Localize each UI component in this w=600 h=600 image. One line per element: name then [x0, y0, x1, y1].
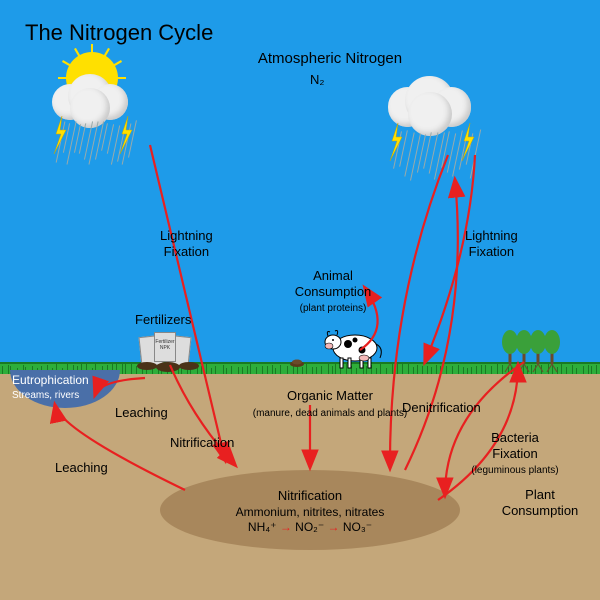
- diagram-title: The Nitrogen Cycle: [25, 20, 213, 46]
- leaching-top-label: Leaching: [115, 405, 168, 421]
- txt: Nitrification: [278, 488, 342, 503]
- diagram-root: The Nitrogen Cycle Atmospheric Nitrogen …: [0, 0, 600, 600]
- txt: Streams, rivers: [12, 390, 79, 401]
- atmospheric-n-label: Atmospheric Nitrogen: [230, 50, 430, 68]
- txt: Organic Matter: [287, 388, 373, 403]
- lightning-left-label: Lightning Fixation: [160, 228, 213, 259]
- pool-text: Nitrification Ammonium, nitrites, nitrat…: [210, 488, 410, 535]
- plant-cons-label: Plant Consumption: [490, 487, 590, 518]
- txt: Ammonium, nitrites, nitrates: [236, 505, 385, 519]
- leaching-bottom-label: Leaching: [55, 460, 108, 476]
- nitrification-arrow-label: Nitrification: [170, 435, 234, 451]
- bacteria-label: Bacteria Fixation (leguminous plants): [460, 430, 570, 477]
- trees-icon: [498, 316, 568, 374]
- n2-label: N₂: [310, 72, 324, 88]
- txt: Bacteria Fixation: [491, 430, 539, 461]
- lightning-right-label: Lightning Fixation: [465, 228, 518, 259]
- txt: (plant proteins): [300, 303, 367, 314]
- txt: Animal Consumption: [295, 268, 372, 299]
- txt: (manure, dead animals and plants): [253, 408, 408, 419]
- animal-label: Animal Consumption (plant proteins): [278, 268, 388, 315]
- fert-npk: NPK: [155, 345, 175, 351]
- fertilizers-label: Fertilizers: [135, 312, 191, 328]
- cloud-left-icon: [50, 80, 140, 130]
- organic-label: Organic Matter (manure, dead animals and…: [240, 388, 420, 420]
- no3: NO₃⁻: [343, 520, 372, 534]
- no2: NO₂⁻: [295, 520, 324, 534]
- cloud-right-icon: [386, 83, 485, 138]
- denitr-label: Denitrification: [402, 400, 481, 416]
- fertilizer-bags: Fertilizer NPK: [140, 330, 200, 370]
- chem-seq: NH₄⁺ → NO₂⁻ → NO₃⁻: [248, 520, 372, 534]
- txt: (leguminous plants): [471, 465, 558, 476]
- nh4: NH₄⁺: [248, 520, 277, 534]
- manure-icon: [288, 358, 306, 368]
- txt: Lightning Fixation: [465, 228, 518, 259]
- cow-icon: [320, 320, 390, 370]
- txt: Lightning Fixation: [160, 228, 213, 259]
- eutro-label: Eutrophication Streams, rivers: [12, 373, 89, 402]
- txt: Eutrophication: [12, 373, 89, 387]
- txt: Plant Consumption: [502, 487, 579, 518]
